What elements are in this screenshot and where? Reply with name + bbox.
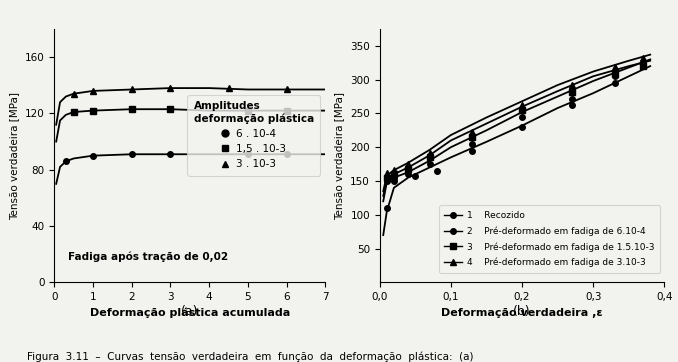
Y-axis label: Tensão verdadeira [MPa]: Tensão verdadeira [MPa] [335,92,344,220]
X-axis label: Deformação verdadeira ,ε: Deformação verdadeira ,ε [441,308,603,317]
X-axis label: Deformação plástica acumulada: Deformação plástica acumulada [89,308,290,318]
Text: (a): (a) [181,305,199,318]
Legend: 1    Recozido, 2    Pré-deformado em fadiga de 6.10-4, 3    Pré-deformado em fad: 1 Recozido, 2 Pré-deformado em fadiga de… [439,206,660,273]
Text: Fadiga após tração de 0,02: Fadiga após tração de 0,02 [68,252,228,262]
Y-axis label: Tensão verdadeira [MPa]: Tensão verdadeira [MPa] [9,92,19,220]
Text: Figura  3.11  –  Curvas  tensão  verdadeira  em  função  da  deformação  plástic: Figura 3.11 – Curvas tensão verdadeira e… [27,351,474,362]
Text: (b): (b) [513,305,531,318]
Legend: 6 . 10-4, 1,5 . 10-3, 3 . 10-3: 6 . 10-4, 1,5 . 10-3, 3 . 10-3 [188,95,320,176]
